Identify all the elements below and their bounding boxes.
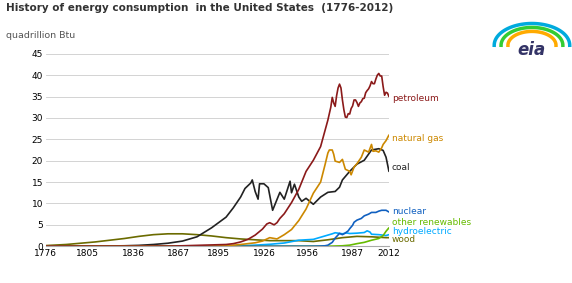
Text: coal: coal bbox=[392, 163, 411, 171]
Text: quadrillion Btu: quadrillion Btu bbox=[6, 31, 75, 40]
Text: nuclear: nuclear bbox=[392, 207, 426, 216]
Text: other renewables: other renewables bbox=[392, 218, 471, 227]
Text: petroleum: petroleum bbox=[392, 94, 439, 103]
Text: natural gas: natural gas bbox=[392, 134, 443, 143]
Text: History of energy consumption  in the United States  (1776-2012): History of energy consumption in the Uni… bbox=[6, 3, 393, 13]
Text: eia: eia bbox=[518, 41, 546, 59]
Text: wood: wood bbox=[392, 235, 416, 244]
Text: hydroelectric: hydroelectric bbox=[392, 227, 452, 236]
